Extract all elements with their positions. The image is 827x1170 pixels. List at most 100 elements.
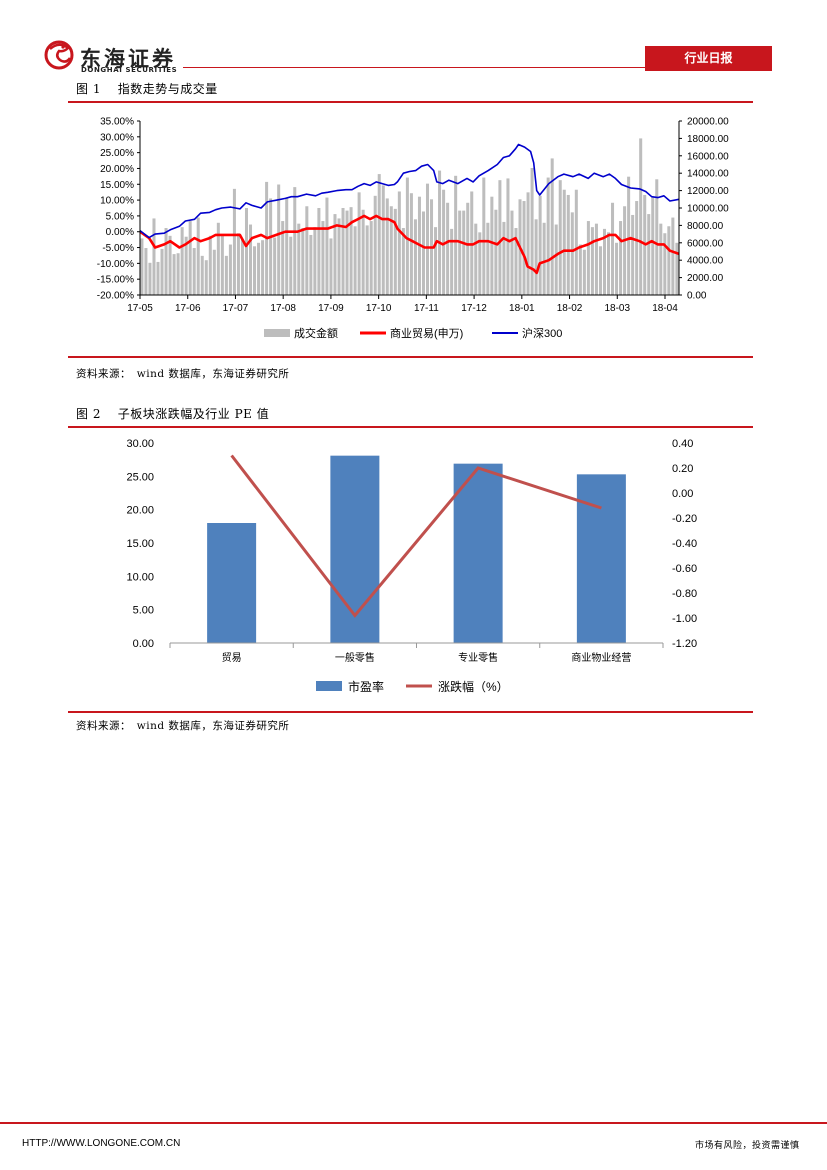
f1-x-tick-label: 17-11 bbox=[414, 303, 439, 314]
f1-volume-bar bbox=[253, 246, 257, 295]
f1-volume-bar bbox=[301, 228, 305, 295]
f2-y-left-tick-label: 5.00 bbox=[133, 605, 154, 617]
f1-y-left-tick-label: 25.00% bbox=[100, 148, 134, 159]
figure1-top-rule bbox=[68, 101, 753, 103]
f2-y-right-tick-label: 0.40 bbox=[672, 438, 693, 450]
f1-volume-bar bbox=[269, 198, 273, 295]
f1-volume-bar bbox=[353, 226, 357, 295]
f1-volume-bar bbox=[212, 249, 216, 295]
f2-y-left-tick-label: 20.00 bbox=[126, 505, 154, 517]
f1-y-right-tick-label: 6000.00 bbox=[687, 238, 724, 249]
f2-y-right-tick-label: -1.00 bbox=[672, 613, 697, 625]
f1-volume-bar bbox=[228, 244, 232, 295]
f1-volume-bar bbox=[397, 191, 401, 295]
f1-volume-bar bbox=[361, 209, 365, 295]
f1-legend-hs300-label: 沪深300 bbox=[522, 326, 562, 340]
footer-url-link[interactable]: HTTP://WWW.LONGONE.COM.CN bbox=[22, 1138, 181, 1149]
f1-volume-bar bbox=[293, 187, 297, 295]
f2-y-right-tick-label: 0.20 bbox=[672, 463, 693, 475]
header-rule bbox=[183, 67, 645, 68]
footer-rule bbox=[0, 1122, 827, 1124]
f1-volume-bar bbox=[667, 226, 671, 295]
f1-y-left-tick-label: 0.00% bbox=[106, 227, 134, 238]
figure2-top-rule bbox=[68, 426, 753, 428]
f1-volume-bar bbox=[506, 178, 510, 295]
f1-volume-bar bbox=[651, 197, 655, 295]
f2-y-right-tick-label: -0.60 bbox=[672, 563, 697, 575]
f1-volume-bar bbox=[542, 222, 546, 295]
f1-volume-bar bbox=[196, 217, 200, 295]
f1-y-left-tick-label: 10.00% bbox=[100, 196, 134, 207]
f1-volume-bar bbox=[671, 217, 675, 295]
f2-pe-bar bbox=[576, 474, 626, 643]
f1-volume-bar bbox=[462, 210, 466, 295]
f1-volume-bar bbox=[623, 206, 627, 295]
f1-volume-bar bbox=[558, 180, 562, 295]
f1-volume-bar bbox=[574, 189, 578, 295]
f1-volume-bar bbox=[389, 206, 393, 295]
f2-y-right-tick-label: -0.20 bbox=[672, 513, 697, 525]
f1-volume-bar bbox=[277, 184, 281, 295]
f1-x-tick-label: 17-07 bbox=[223, 303, 249, 314]
f1-volume-bar bbox=[188, 221, 192, 295]
f1-legend-trade-label: 商业贸易(申万) bbox=[390, 326, 463, 340]
f1-volume-bar bbox=[321, 221, 325, 295]
f1-x-tick-label: 18-03 bbox=[604, 303, 630, 314]
f1-volume-bar bbox=[200, 255, 204, 295]
f2-legend-pe-swatch bbox=[316, 681, 342, 691]
f1-volume-bar bbox=[325, 197, 329, 295]
f1-volume-bar bbox=[204, 260, 208, 295]
f1-volume-bar bbox=[486, 222, 490, 295]
figure1-chart: 35.00% 30.00% 25.00% 20.00% 15.00% 10.00% 5.00… bbox=[97, 117, 729, 341]
f1-y-left-tick-label: 5.00% bbox=[106, 211, 134, 222]
figure2-bottom-rule bbox=[68, 711, 753, 713]
f1-y-right-tick-label: 4000.00 bbox=[687, 256, 724, 267]
f1-y-right-tick-label: 12000.00 bbox=[687, 186, 729, 197]
f2-x-tick-label: 一般零售 bbox=[335, 651, 375, 664]
f1-y-right-tick-label: 16000.00 bbox=[687, 151, 729, 162]
f1-y-right-tick-label: 10000.00 bbox=[687, 204, 729, 215]
f1-x-tick-label: 18-01 bbox=[509, 303, 535, 314]
f1-volume-bar bbox=[482, 177, 486, 295]
f1-volume-bar bbox=[236, 233, 240, 295]
f1-volume-bar bbox=[606, 232, 611, 295]
f2-change-line bbox=[230, 454, 602, 618]
f1-volume-bar bbox=[498, 180, 502, 295]
f1-volume-bar bbox=[594, 223, 598, 295]
f1-volume-bar bbox=[216, 222, 220, 295]
f1-volume-bar bbox=[365, 225, 369, 295]
f1-volume-bar bbox=[659, 223, 663, 295]
f1-volume-bar bbox=[442, 189, 446, 295]
f1-volume-bar bbox=[244, 208, 249, 295]
f1-volume-bar bbox=[148, 262, 152, 295]
figure1-bottom-rule bbox=[68, 356, 753, 358]
f1-volume-bar bbox=[466, 202, 470, 295]
f1-volume-bar bbox=[393, 208, 397, 295]
figure1-source: 资料来源： wind 数据库，东海证券研究所 bbox=[76, 368, 290, 380]
f1-volume-bar bbox=[474, 223, 478, 295]
f2-y-left-tick-label: 30.00 bbox=[126, 438, 154, 450]
f1-volume-bar bbox=[631, 214, 635, 295]
f1-volume-bar bbox=[273, 237, 277, 295]
f1-y-left-tick-label: 15.00% bbox=[100, 180, 134, 191]
f1-volume-bar bbox=[168, 235, 172, 295]
figure2-source: 资料来源： wind 数据库，东海证券研究所 bbox=[76, 720, 290, 732]
f1-volume-bar bbox=[192, 248, 196, 295]
f1-volume-bar bbox=[458, 210, 462, 295]
f2-y-right-tick-label: -0.40 bbox=[672, 538, 697, 550]
f1-volume-bar bbox=[156, 261, 160, 295]
f1-volume-bar bbox=[421, 211, 425, 295]
f1-y-right-tick-label: 18000.00 bbox=[687, 134, 729, 145]
f1-volume-bar bbox=[554, 224, 558, 295]
f1-x-tick-label: 17-05 bbox=[127, 303, 153, 314]
f2-pe-bar bbox=[330, 455, 380, 643]
f2-y-right-tick-label: -0.80 bbox=[672, 588, 697, 600]
f1-y-left-tick-label: -15.00% bbox=[97, 275, 134, 286]
f1-volume-bar bbox=[566, 194, 570, 295]
f1-volume-bar bbox=[490, 196, 494, 295]
f1-y-right-tick-label: 8000.00 bbox=[687, 221, 724, 232]
f1-volume-bar bbox=[377, 174, 381, 295]
f1-volume-bar bbox=[450, 228, 454, 295]
f2-x-tick-label: 贸易 bbox=[222, 652, 242, 664]
f1-volume-bar bbox=[337, 218, 341, 295]
